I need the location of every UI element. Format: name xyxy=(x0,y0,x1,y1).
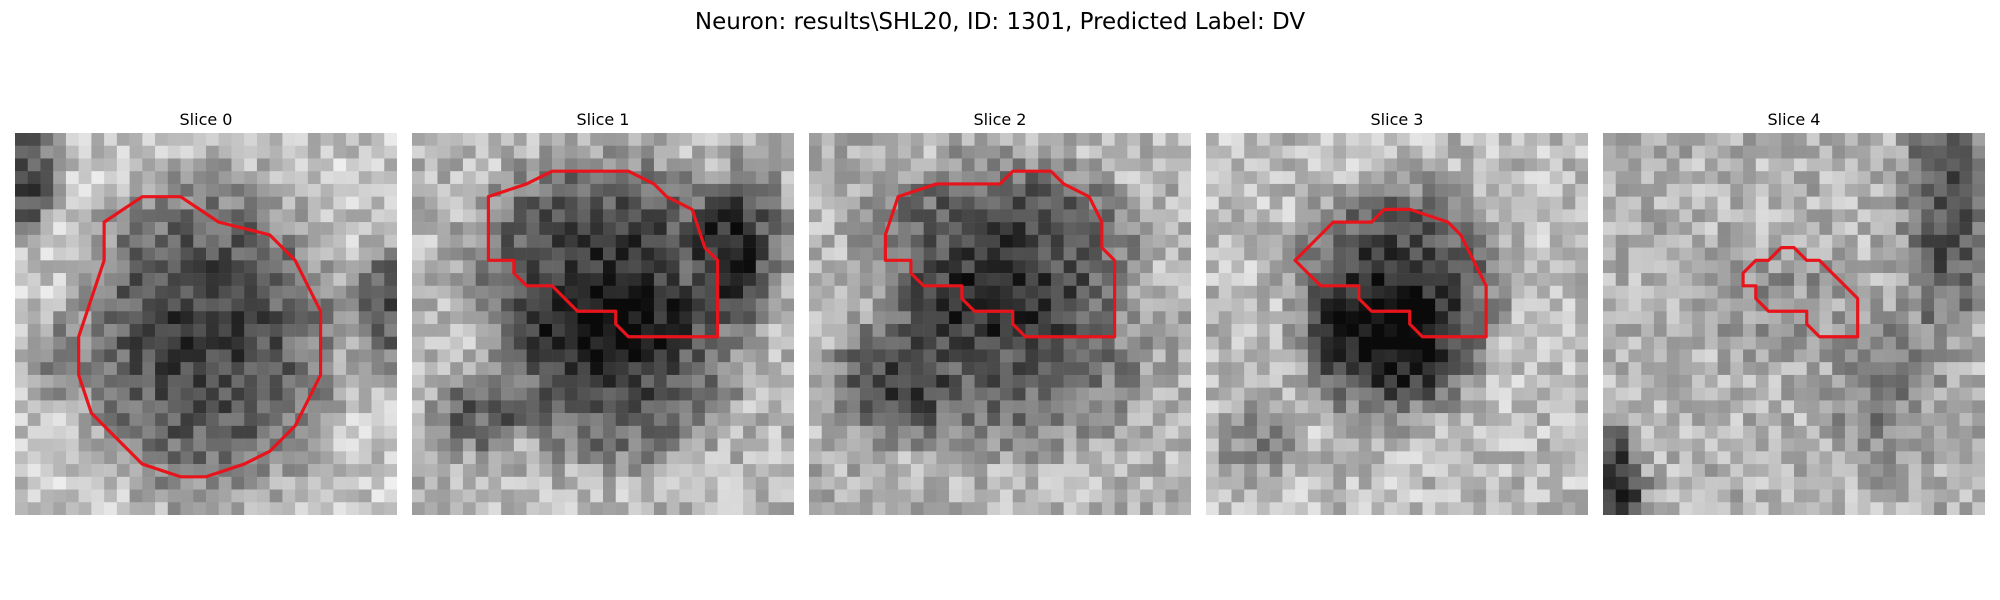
slice-title-4: Slice 4 xyxy=(1767,110,1821,129)
slice-image-0 xyxy=(15,133,397,515)
grayscale-pixels-4 xyxy=(1603,133,1985,515)
segmentation-contour-0 xyxy=(77,195,323,479)
slice-image-3 xyxy=(1206,133,1588,515)
segmentation-contour-4 xyxy=(1741,246,1860,339)
figure-title: Neuron: results\SHL20, ID: 1301, Predict… xyxy=(694,9,1306,35)
slice-image-4 xyxy=(1603,133,1985,515)
segmentation-contour-3 xyxy=(1293,207,1488,339)
slice-title-3: Slice 3 xyxy=(1370,110,1424,129)
slice-image-2 xyxy=(809,133,1191,515)
slice-title-2: Slice 2 xyxy=(973,110,1027,129)
grayscale-pixels-1 xyxy=(412,133,794,515)
grayscale-pixels-0 xyxy=(15,133,397,515)
slice-title-0: Slice 0 xyxy=(179,110,233,129)
grayscale-pixels-3 xyxy=(1206,133,1588,515)
segmentation-contour-2 xyxy=(883,169,1117,339)
grayscale-pixels-2 xyxy=(809,133,1191,515)
segmentation-contour-1 xyxy=(486,169,720,339)
slice-image-1 xyxy=(412,133,794,515)
slice-title-1: Slice 1 xyxy=(576,110,630,129)
